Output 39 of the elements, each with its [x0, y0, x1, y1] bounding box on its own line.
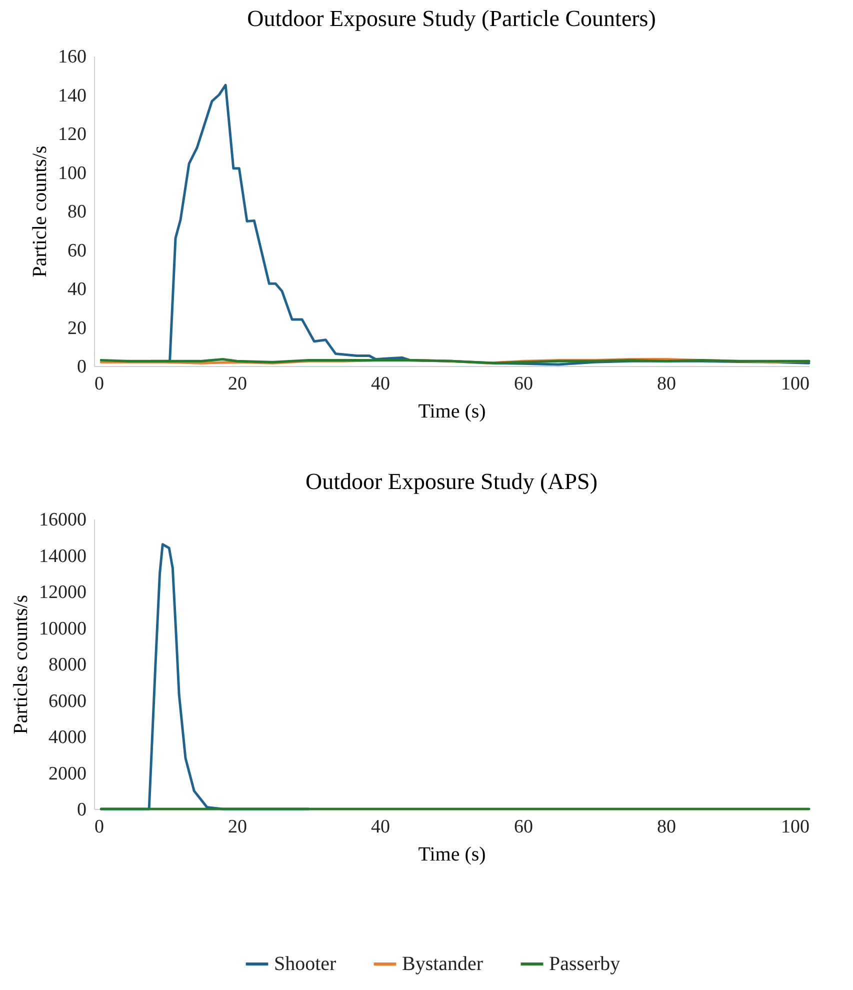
legend-label: Bystander [402, 953, 484, 975]
x-tick-label: 100 [781, 374, 810, 394]
y-tick-label: 16000 [39, 510, 86, 530]
legend-label: Passerby [549, 953, 620, 975]
chart-title: Outdoor Exposure Study (Particle Counters) [247, 6, 656, 31]
y-tick-label: 14000 [39, 546, 86, 567]
x-axis-title: Time (s) [418, 400, 486, 422]
y-tick-label: 0 [77, 800, 86, 820]
x-tick-label: 60 [514, 374, 533, 394]
y-tick-label: 12000 [39, 582, 86, 603]
chart-title: Outdoor Exposure Study (APS) [306, 469, 598, 494]
y-axis-title: Particles counts/s [10, 594, 32, 734]
y-axis-title: Particle counts/s [29, 145, 51, 278]
x-tick-label: 0 [94, 816, 104, 838]
x-tick-label: 20 [228, 374, 247, 394]
y-tick-label: 40 [68, 279, 86, 300]
x-tick-label: 20 [228, 816, 247, 838]
x-tick-label: 40 [371, 374, 390, 394]
y-tick-label: 6000 [48, 690, 86, 712]
y-tick-label: 2000 [48, 763, 86, 784]
legend-label: Shooter [274, 953, 337, 975]
x-tick-label: 80 [657, 374, 676, 394]
x-axis-title: Time (s) [418, 844, 486, 866]
x-tick-label: 80 [657, 816, 676, 838]
x-tick-label: 60 [514, 816, 533, 838]
y-tick-label: 80 [68, 202, 86, 222]
x-tick-label: 40 [371, 816, 390, 838]
x-tick-label: 100 [781, 816, 810, 838]
y-tick-label: 60 [68, 240, 86, 262]
y-tick-label: 20 [68, 318, 86, 339]
y-tick-label: 0 [77, 356, 86, 378]
y-tick-label: 10000 [39, 618, 86, 640]
y-tick-label: 100 [58, 162, 86, 184]
y-tick-label: 140 [58, 85, 86, 106]
x-tick-label: 0 [94, 374, 104, 394]
y-tick-label: 8000 [48, 654, 86, 676]
y-tick-label: 4000 [48, 727, 86, 748]
y-tick-label: 120 [58, 124, 86, 145]
y-tick-label: 160 [58, 46, 86, 68]
